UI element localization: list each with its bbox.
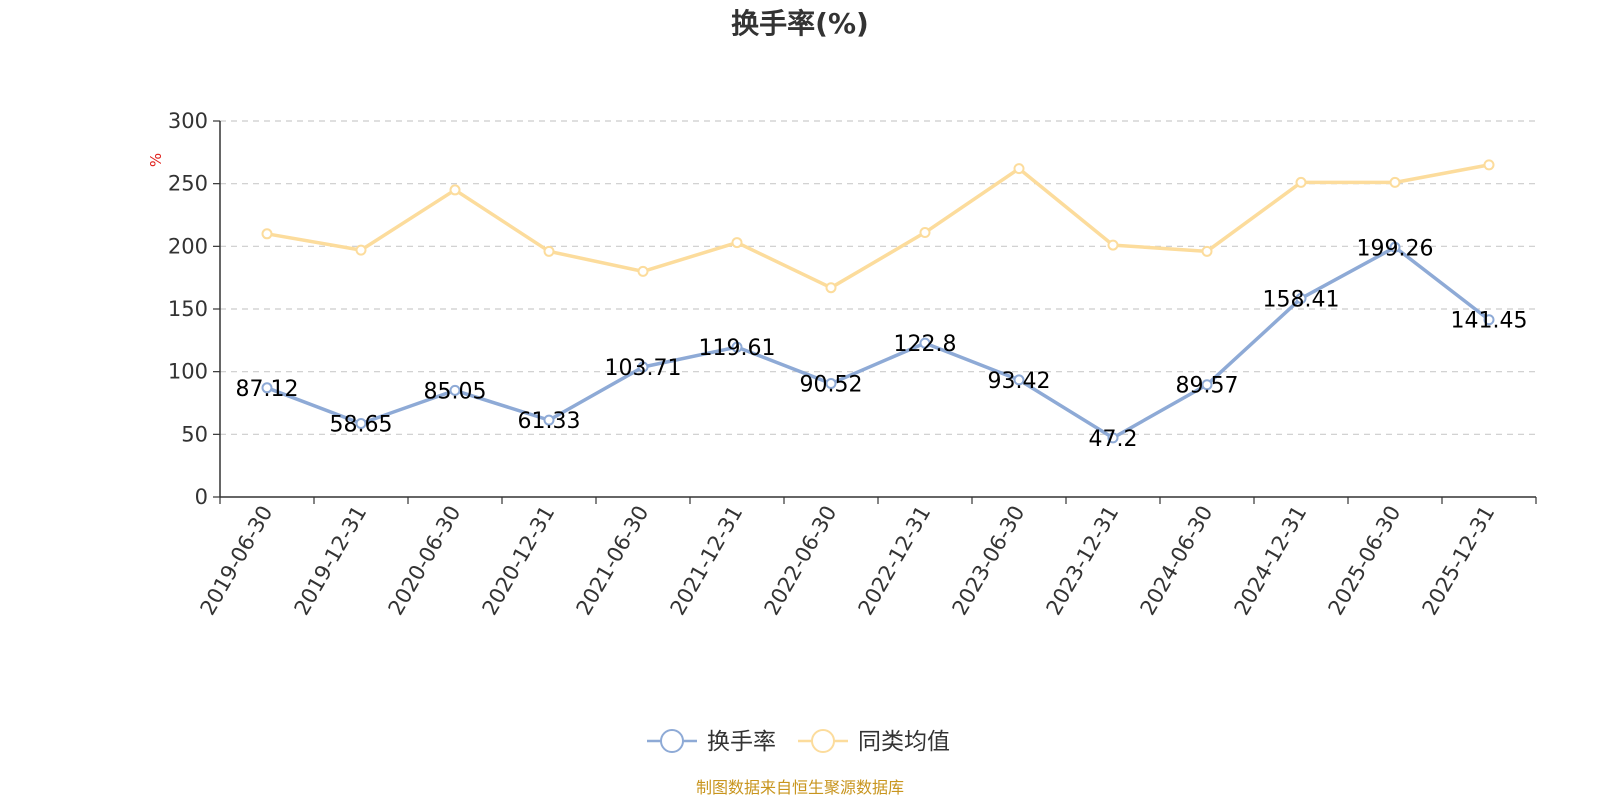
- data-label: 158.41: [1263, 287, 1340, 312]
- data-labels: 87.12 58.65 85.05 61.33 103.71 119.61 90.52 122…: [236, 236, 1528, 452]
- data-label: 47.2: [1089, 427, 1138, 452]
- data-point[interactable]: [919, 227, 931, 239]
- data-label: 93.42: [988, 369, 1051, 394]
- x-tick-label: 2023-06-30: [948, 502, 1030, 620]
- data-point[interactable]: [825, 378, 837, 390]
- x-tick-label: 2020-06-30: [384, 502, 466, 620]
- data-label: 85.05: [424, 379, 487, 404]
- x-tick-label: 2024-06-30: [1136, 502, 1218, 620]
- x-tick-label: 2019-12-31: [290, 502, 372, 620]
- data-point[interactable]: [637, 361, 649, 373]
- data-point[interactable]: [261, 382, 273, 394]
- data-label: 141.45: [1451, 309, 1528, 334]
- legend-marker: [811, 729, 835, 753]
- data-point[interactable]: [1295, 292, 1307, 304]
- series-line-0: [266, 245, 1491, 440]
- x-tick-label: 2022-12-31: [854, 502, 936, 620]
- y-tick-label: 250: [168, 172, 208, 196]
- series-line-1: [266, 163, 1490, 290]
- data-label: 89.57: [1176, 374, 1239, 399]
- data-point[interactable]: [543, 414, 555, 426]
- data-label: 103.71: [605, 356, 682, 381]
- data-point[interactable]: [731, 237, 743, 249]
- x-tick-label: 2024-12-31: [1230, 502, 1312, 620]
- data-point[interactable]: [1107, 239, 1119, 251]
- data-point[interactable]: [355, 244, 367, 256]
- legend-label: 同类均值: [858, 729, 950, 755]
- data-label: 122.8: [894, 332, 957, 357]
- data-point[interactable]: [731, 341, 743, 353]
- data-point[interactable]: [449, 184, 461, 196]
- data-point[interactable]: [637, 265, 649, 277]
- series-lines: [261, 159, 1495, 444]
- data-point[interactable]: [1013, 163, 1025, 175]
- legend-item-0[interactable]: 换手率: [647, 729, 776, 755]
- y-tick-label: 50: [181, 422, 208, 446]
- legend-item-1[interactable]: 同类均值: [798, 729, 950, 755]
- data-label: 61.33: [518, 409, 581, 434]
- data-point[interactable]: [449, 384, 461, 396]
- x-tick-label: 2025-06-30: [1324, 502, 1406, 620]
- data-point[interactable]: [261, 228, 273, 240]
- data-point[interactable]: [355, 417, 367, 429]
- x-tick-label: 2019-06-30: [196, 502, 278, 620]
- data-point[interactable]: [1201, 245, 1213, 257]
- data-point[interactable]: [1107, 432, 1119, 444]
- x-tick-label: 2022-06-30: [760, 502, 842, 620]
- x-tick-label: 2020-12-31: [478, 502, 560, 620]
- y-tick-label: 100: [168, 360, 208, 384]
- data-label: 119.61: [699, 336, 776, 361]
- legend-marker: [660, 729, 684, 753]
- data-point[interactable]: [1483, 314, 1495, 326]
- y-axis-unit: %: [147, 153, 165, 167]
- data-point[interactable]: [1201, 379, 1213, 391]
- x-tick-label: 2025-12-31: [1418, 502, 1500, 620]
- x-tick-label: 2021-12-31: [666, 502, 748, 620]
- x-tick-label: 2021-06-30: [572, 502, 654, 620]
- data-point[interactable]: [1389, 241, 1401, 253]
- y-tick-label: 300: [168, 109, 208, 133]
- y-tick-label: 150: [168, 297, 208, 321]
- data-label: 87.12: [236, 377, 299, 402]
- x-tick-label: 2023-12-31: [1042, 502, 1124, 620]
- data-point[interactable]: [1013, 374, 1025, 386]
- data-point[interactable]: [1483, 159, 1495, 171]
- legend[interactable]: 换手率 同类均值: [647, 729, 950, 755]
- data-point[interactable]: [1295, 176, 1307, 188]
- legend-label: 换手率: [707, 729, 776, 755]
- chart-title: 换手率(%): [731, 7, 869, 40]
- data-point[interactable]: [543, 245, 555, 257]
- y-tick-label: 200: [168, 234, 208, 258]
- data-label: 58.65: [330, 412, 393, 437]
- data-label: 199.26: [1357, 236, 1434, 261]
- data-point[interactable]: [919, 337, 931, 349]
- data-label: 90.52: [800, 373, 863, 398]
- y-tick-label: 0: [195, 485, 208, 509]
- data-point[interactable]: [825, 282, 837, 294]
- data-point[interactable]: [1389, 176, 1401, 188]
- data-source-note: 制图数据来自恒生聚源数据库: [696, 778, 904, 797]
